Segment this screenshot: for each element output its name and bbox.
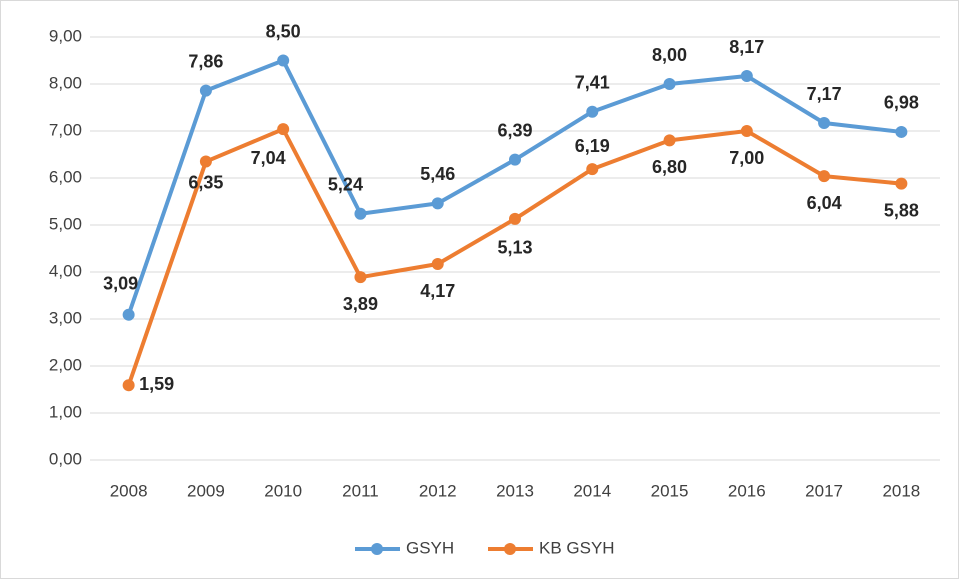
data-point xyxy=(740,70,753,83)
y-tick-label: 3,00 xyxy=(49,308,82,327)
legend-marker xyxy=(371,543,383,555)
data-label: 7,04 xyxy=(251,148,286,168)
x-tick-label: 2015 xyxy=(651,481,689,500)
data-label: 6,19 xyxy=(575,136,610,156)
data-label: 7,41 xyxy=(575,72,610,92)
data-point xyxy=(586,105,599,118)
data-point xyxy=(122,308,135,321)
data-label: 3,09 xyxy=(103,274,138,294)
x-tick-label: 2012 xyxy=(419,481,457,500)
data-point xyxy=(199,84,212,97)
y-tick-label: 9,00 xyxy=(49,26,82,45)
x-tick-label: 2010 xyxy=(264,481,302,500)
x-tick-label: 2018 xyxy=(882,481,920,500)
x-tick-label: 2014 xyxy=(573,481,611,500)
data-label: 5,13 xyxy=(497,238,532,258)
data-label: 6,98 xyxy=(884,93,919,113)
data-label: 6,39 xyxy=(497,120,532,140)
data-label: 7,00 xyxy=(729,148,764,168)
data-label: 5,46 xyxy=(420,164,455,184)
data-label: 6,35 xyxy=(188,172,223,192)
data-point xyxy=(895,125,908,138)
x-tick-label: 2013 xyxy=(496,481,534,500)
y-tick-label: 7,00 xyxy=(49,120,82,139)
data-point xyxy=(663,78,676,90)
data-point xyxy=(277,123,290,136)
data-point xyxy=(818,117,831,130)
data-point xyxy=(740,125,753,137)
data-point xyxy=(431,258,444,271)
data-point xyxy=(895,177,908,190)
y-tick-label: 5,00 xyxy=(49,214,82,233)
data-label: 4,17 xyxy=(420,281,455,301)
x-tick-label: 2016 xyxy=(728,481,766,500)
data-label: 6,04 xyxy=(807,193,842,213)
x-tick-label: 2011 xyxy=(342,481,379,500)
data-label: 1,59 xyxy=(139,374,174,394)
data-label: 6,80 xyxy=(652,157,687,177)
data-point xyxy=(509,153,521,166)
x-tick-label: 2009 xyxy=(187,481,225,500)
y-tick-label: 4,00 xyxy=(49,261,82,280)
y-tick-label: 6,00 xyxy=(49,167,82,186)
data-point xyxy=(199,155,212,168)
data-point xyxy=(586,163,599,176)
data-point xyxy=(663,134,676,147)
x-tick-label: 2008 xyxy=(110,481,148,500)
data-label: 7,17 xyxy=(807,84,842,104)
data-label: 5,24 xyxy=(328,174,363,194)
data-point xyxy=(354,207,367,220)
data-point xyxy=(122,379,135,392)
y-tick-label: 1,00 xyxy=(49,402,82,421)
y-tick-label: 0,00 xyxy=(49,449,82,468)
legend-label: KB GSYH xyxy=(539,538,615,557)
legend-marker xyxy=(504,543,516,555)
data-label: 8,00 xyxy=(652,45,687,65)
data-label: 5,88 xyxy=(884,200,919,220)
data-point xyxy=(431,197,444,210)
x-tick-label: 2017 xyxy=(805,481,843,500)
data-label: 7,86 xyxy=(188,51,223,71)
data-label: 8,17 xyxy=(729,37,764,57)
y-tick-label: 2,00 xyxy=(49,355,82,374)
y-tick-label: 8,00 xyxy=(49,73,82,92)
legend-label: GSYH xyxy=(406,538,454,557)
data-point xyxy=(277,54,290,67)
data-label: 8,50 xyxy=(266,21,301,41)
data-point xyxy=(354,271,367,284)
data-point xyxy=(818,170,831,183)
data-point xyxy=(509,212,521,225)
data-label: 3,89 xyxy=(343,294,378,314)
